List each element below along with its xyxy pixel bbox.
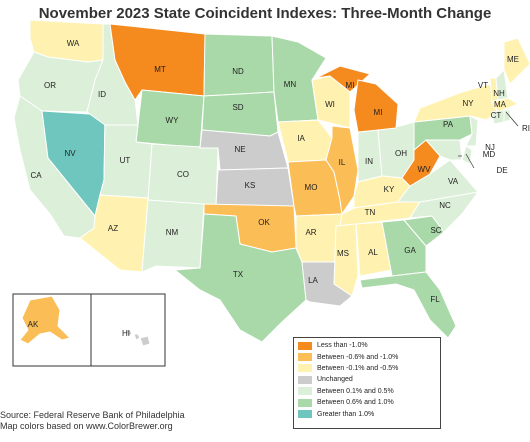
state-label-ct: CT (491, 111, 502, 120)
state-label-wi: WI (325, 100, 335, 109)
legend-swatch (298, 364, 312, 373)
state-label-ak: AK (28, 320, 39, 329)
state-ny (413, 83, 499, 123)
state-nm (141, 199, 205, 273)
state-label-wy: WY (166, 116, 180, 125)
state-label-ny: NY (462, 99, 474, 108)
state-ak (19, 295, 71, 345)
legend-item: Between 0.1% and 0.5% (298, 386, 436, 397)
state-tx (174, 213, 307, 343)
state-label-mt: MT (154, 65, 166, 74)
legend-swatch (298, 375, 312, 384)
legend-label: Less than -1.0% (317, 342, 368, 350)
state-label-md: MD (483, 150, 496, 159)
state-label-id: ID (98, 90, 106, 99)
state-ga (381, 219, 427, 277)
legend-item: Between -0.1% and -0.5% (298, 363, 436, 374)
state-label-de: DE (496, 166, 507, 175)
legend-item: Less than -1.0% (298, 340, 436, 351)
state-label-pa: PA (443, 120, 454, 129)
state-label-il: IL (339, 158, 346, 167)
state-label-sc: SC (430, 226, 441, 235)
state-label-ok: OK (258, 218, 270, 227)
legend-label: Between -0.1% and -0.5% (317, 364, 399, 372)
state-mi-lp (353, 79, 399, 133)
state-label-mi: MI (374, 108, 383, 117)
state-me (503, 37, 530, 85)
state-label-wa: WA (67, 39, 80, 48)
state-label-nd: ND (232, 67, 244, 76)
legend-item: Greater than 1.0% (298, 408, 436, 419)
state-hi (125, 329, 151, 347)
state-label-oh: OH (395, 149, 407, 158)
state-label-ri: RI (522, 124, 530, 133)
state-label-ia: IA (297, 134, 305, 143)
state-label-in: IN (365, 157, 373, 166)
state-label-nj: NJ (485, 143, 495, 152)
legend-swatch (298, 341, 312, 350)
state-label-co: CO (177, 170, 189, 179)
state-label-tx: TX (233, 270, 244, 279)
state-ms (333, 223, 359, 297)
state-label-wv: WV (418, 165, 432, 174)
source-note: Source: Federal Reserve Bank of Philadel… (0, 410, 185, 432)
legend: Less than -1.0% Between -0.6% and -1.0% Be… (293, 337, 441, 429)
state-label-sd: SD (232, 103, 243, 112)
state-fl (359, 271, 457, 339)
state-md (425, 139, 463, 161)
state-label-tn: TN (365, 208, 376, 217)
state-label-ma: MA (494, 100, 507, 109)
state-label-ar: AR (305, 228, 316, 237)
state-label-ca: CA (30, 171, 42, 180)
state-ma (491, 97, 519, 113)
source-line: Source: Federal Reserve Bank of Philadel… (0, 410, 185, 420)
state-label-ky: KY (384, 185, 395, 194)
legend-item: Between -0.6% and -1.0% (298, 351, 436, 362)
legend-label: Unchanged (317, 376, 353, 384)
state-label-vt: VT (478, 81, 488, 90)
state-label-fl: FL (430, 295, 440, 304)
state-label-ks: KS (245, 181, 256, 190)
legend-label: Between 0.6% and 1.0% (317, 399, 394, 407)
state-label-ut: UT (120, 156, 131, 165)
state-label-me: ME (507, 55, 519, 64)
state-ri (503, 109, 511, 123)
state-label-ms: MS (337, 249, 349, 258)
state-label-ga: GA (404, 246, 416, 255)
state-label-mi: MI (346, 81, 355, 90)
map-title: November 2023 State Coincident Indexes: … (38, 5, 492, 22)
legend-item: Between 0.6% and 1.0% (298, 397, 436, 408)
legend-swatch (298, 398, 312, 407)
state-label-or: OR (44, 81, 56, 90)
state-label-hi: HI (122, 329, 130, 338)
state-label-ne: NE (234, 145, 245, 154)
legend-swatch (298, 387, 312, 396)
state-label-nv: NV (64, 149, 76, 158)
legend-label: Between 0.1% and 0.5% (317, 387, 394, 395)
legend-label: Between -0.6% and -1.0% (317, 353, 399, 361)
state-label-va: VA (448, 177, 459, 186)
legend-swatch (298, 353, 312, 362)
state-nj (465, 115, 479, 147)
state-sd (201, 91, 279, 137)
state-label-nc: NC (439, 201, 451, 210)
legend-label: Greater than 1.0% (317, 410, 375, 418)
state-label-az: AZ (108, 224, 118, 233)
state-il (325, 125, 359, 215)
leader-lines (458, 111, 519, 169)
state-label-al: AL (368, 248, 378, 257)
state-ia (277, 119, 333, 163)
state-label-mo: MO (305, 183, 318, 192)
state-label-la: LA (308, 276, 318, 285)
legend-swatch (298, 410, 312, 419)
state-label-mn: MN (284, 80, 297, 89)
legend-item: Unchanged (298, 374, 436, 385)
state-label-nh: NH (493, 89, 505, 98)
state-label-nm: NM (166, 228, 179, 237)
colorbrewer-line: Map colors based on www.ColorBrewer.org (0, 421, 173, 431)
state-nd (203, 33, 275, 97)
